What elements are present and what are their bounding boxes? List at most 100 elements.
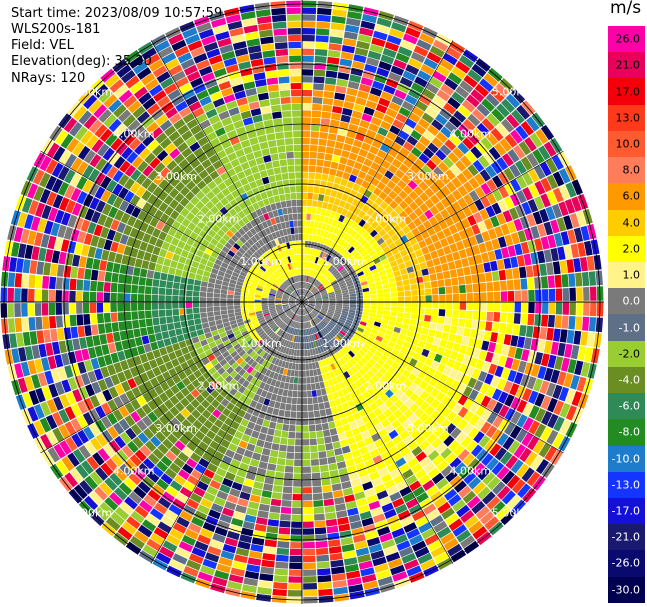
ray-gate	[271, 491, 282, 500]
ray-gate	[561, 274, 569, 288]
ray-gate	[386, 485, 399, 496]
ray-gate	[366, 246, 374, 254]
ray-gate	[350, 249, 358, 256]
ray-gate	[491, 175, 504, 188]
ray-gate	[306, 291, 311, 297]
ray-gate	[233, 298, 241, 302]
ray-gate	[431, 437, 443, 449]
ray-gate	[444, 216, 455, 227]
ray-gate	[480, 511, 495, 525]
ray-gate	[275, 464, 285, 473]
ray-gate	[437, 279, 445, 288]
ray-gate	[462, 423, 474, 435]
ray-gate	[233, 302, 241, 306]
ray-gate	[361, 113, 373, 123]
ray-gate	[333, 586, 349, 595]
ray-gate	[312, 288, 318, 294]
ray-gate	[455, 371, 465, 383]
ray-gate	[385, 267, 393, 275]
ray-gate	[488, 363, 498, 375]
ray-gate	[527, 435, 540, 451]
ray-gate	[418, 521, 433, 534]
ray-gate	[421, 112, 435, 124]
ray-gate	[422, 88, 436, 100]
ray-gate	[392, 435, 403, 446]
ray-gate	[340, 365, 347, 373]
ray-gate	[493, 312, 501, 322]
ray-gate	[456, 209, 467, 221]
ray-gate	[305, 307, 310, 313]
ray-gate	[450, 427, 462, 439]
ray-gate	[366, 217, 375, 226]
ray-gate	[320, 321, 326, 327]
ray-gate	[355, 418, 365, 427]
ray-gate	[308, 411, 315, 418]
ray-gate	[302, 297, 307, 302]
ray-gate	[341, 289, 349, 294]
ray-gate	[352, 241, 360, 249]
ray-gate	[435, 442, 448, 454]
ray-gate	[567, 359, 577, 374]
ray-gate	[331, 483, 342, 492]
ray-gate	[302, 28, 316, 35]
ray-gate	[331, 434, 340, 443]
ray-gate	[358, 83, 371, 93]
ray-gate	[49, 315, 57, 329]
ray-gate	[298, 370, 302, 377]
ray-gate	[526, 471, 541, 487]
ray-gate	[283, 479, 293, 487]
ray-gate	[342, 550, 357, 559]
ray-gate	[345, 343, 353, 350]
ray-gate	[426, 259, 434, 268]
ray-gate	[372, 556, 387, 567]
ray-gate	[280, 513, 291, 521]
ray-gate	[318, 360, 324, 368]
ray-gate	[282, 389, 289, 397]
ray-gate	[327, 310, 335, 314]
ray-gate	[461, 99, 476, 113]
ray-gate	[453, 480, 467, 493]
ray-gate	[354, 491, 366, 501]
ray-gate	[378, 366, 387, 375]
ray-gate	[302, 302, 304, 309]
ray-gate	[451, 177, 463, 189]
ray-gate	[368, 316, 376, 322]
ray-gate	[423, 462, 436, 474]
ray-gate	[406, 528, 421, 540]
ray-gate	[376, 490, 389, 500]
ray-gate	[409, 534, 424, 546]
ray-gate	[343, 363, 351, 371]
ray-gate	[402, 33, 418, 45]
ray-gate	[309, 227, 314, 235]
ray-gate	[512, 324, 520, 336]
ray-gate	[332, 391, 339, 400]
ray-gate	[307, 261, 311, 269]
ray-gate	[375, 370, 384, 379]
ray-gate	[432, 223, 442, 233]
ray-gate	[346, 235, 354, 244]
ray-gate	[464, 515, 479, 529]
ray-gate	[332, 489, 344, 498]
ray-gate	[415, 515, 429, 528]
ray-gate	[314, 527, 327, 535]
ray-gate	[379, 532, 393, 543]
ray-gate	[359, 27, 374, 37]
ray-gate	[340, 328, 348, 334]
ray-gate	[302, 7, 317, 15]
ray-gate	[362, 382, 371, 391]
ray-gate	[65, 339, 74, 352]
ray-gate	[355, 547, 370, 557]
ray-gate	[362, 481, 374, 491]
ray-gate	[355, 267, 363, 274]
ray-gate	[408, 271, 416, 279]
ray-gate	[439, 483, 453, 496]
ray-gate	[318, 338, 324, 346]
ray-gate	[367, 336, 375, 343]
ray-gate	[331, 219, 338, 227]
ray-gate	[422, 220, 432, 230]
ray-gate	[314, 293, 321, 298]
ray-gate	[322, 491, 334, 500]
ray-gate	[501, 490, 516, 505]
ray-gate	[418, 474, 431, 486]
ray-gate	[576, 287, 583, 301]
